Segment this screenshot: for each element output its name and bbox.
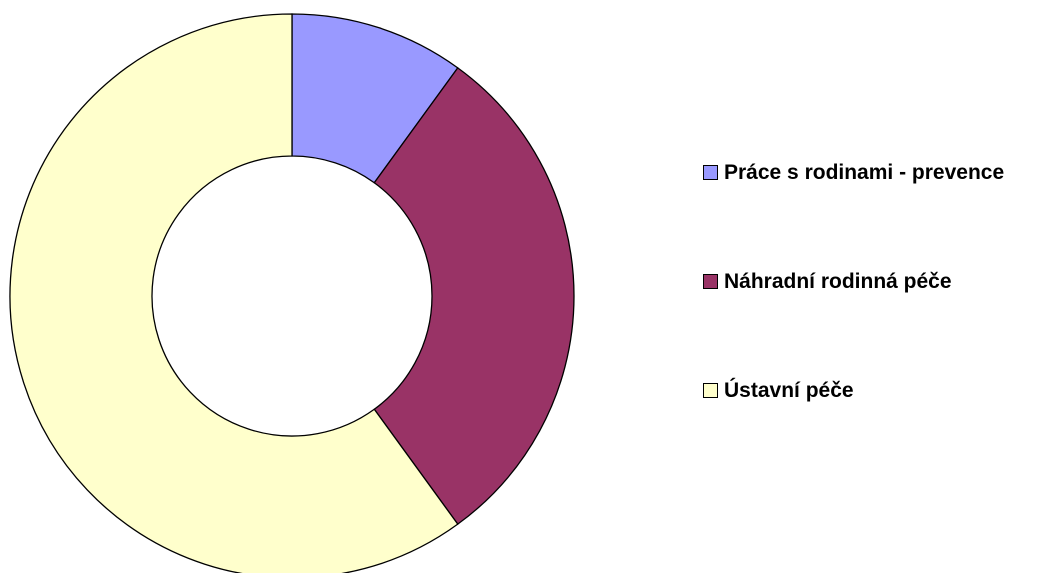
legend-label: Práce s rodinami - prevence xyxy=(724,161,1005,184)
legend-item: Práce s rodinami - prevence xyxy=(703,155,1048,264)
legend-label: Náhradní rodinná péče xyxy=(724,270,952,293)
donut-slice xyxy=(373,66,575,526)
legend-item: Náhradní rodinná péče xyxy=(703,264,1048,373)
donut-slice xyxy=(9,13,459,573)
donut-area xyxy=(9,13,575,573)
legend-label: Ústavní péče xyxy=(724,379,854,402)
legend-item: Ústavní péče xyxy=(703,373,1048,482)
legend-swatch xyxy=(703,165,718,180)
legend-swatch xyxy=(703,383,718,398)
legend: Práce s rodinami - prevence Náhradní rodi… xyxy=(703,155,1048,482)
legend-swatch xyxy=(703,274,718,289)
